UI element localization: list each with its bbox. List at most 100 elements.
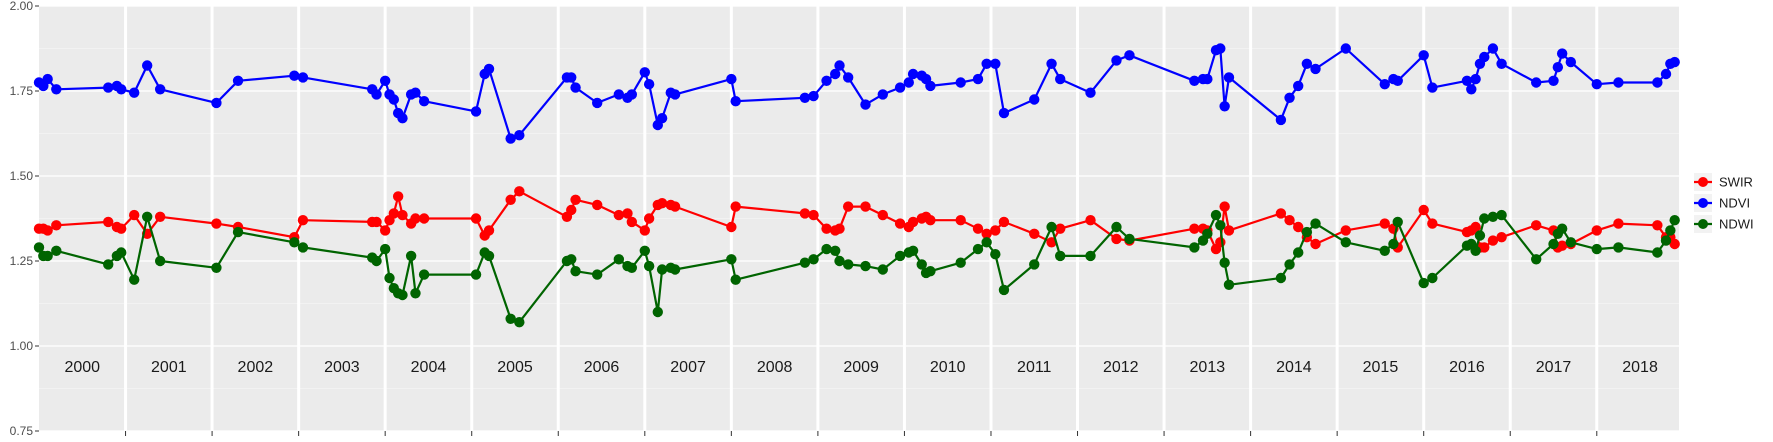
data-point-ndwi	[730, 274, 741, 285]
data-point-ndwi	[384, 272, 395, 284]
data-point-ndvi	[141, 60, 153, 71]
data-point-swir	[669, 201, 681, 212]
data-point-ndvi	[1055, 73, 1066, 85]
data-point-ndwi	[1591, 243, 1602, 255]
data-point-ndwi	[470, 269, 482, 280]
y-tick-label: 1.00	[10, 339, 34, 353]
data-point-ndwi	[514, 317, 525, 328]
legend-key-point	[1698, 219, 1708, 229]
data-point-ndwi	[116, 247, 127, 258]
data-point-ndvi	[211, 97, 222, 109]
data-point-ndvi	[1548, 75, 1559, 87]
data-point-ndvi	[730, 96, 741, 107]
data-point-ndvi	[1340, 43, 1352, 54]
data-point-ndwi	[1556, 223, 1568, 234]
data-point-ndvi	[1085, 87, 1096, 98]
data-point-swir	[860, 201, 871, 212]
data-point-swir	[392, 191, 404, 202]
data-point-ndvi	[379, 75, 391, 87]
y-tick-label: 2.00	[10, 0, 34, 13]
data-point-ndvi	[903, 77, 914, 88]
data-point-ndvi	[1487, 43, 1499, 54]
data-point-ndvi	[1046, 58, 1057, 69]
data-point-ndvi	[1189, 75, 1200, 87]
data-point-swir	[626, 216, 638, 228]
data-point-ndwi	[1029, 259, 1040, 270]
data-point-ndvi	[1202, 73, 1213, 85]
data-point-ndvi	[1461, 75, 1473, 87]
data-point-ndwi	[1565, 237, 1577, 248]
year-label: 2004	[411, 359, 447, 376]
data-point-ndwi	[1660, 235, 1672, 246]
data-point-ndwi	[1474, 230, 1486, 241]
data-point-ndwi	[652, 306, 663, 318]
data-point-ndwi	[410, 288, 421, 299]
data-point-swir	[726, 221, 737, 233]
data-point-swir	[1531, 220, 1542, 231]
data-point-swir	[639, 225, 651, 236]
data-point-ndvi	[1660, 68, 1672, 80]
data-point-ndwi	[1652, 247, 1663, 258]
data-point-ndwi	[860, 260, 871, 272]
data-point-swir	[371, 216, 382, 228]
data-point-swir	[1046, 237, 1057, 248]
data-point-ndvi	[799, 92, 811, 104]
data-point-ndwi	[1055, 250, 1066, 262]
data-point-ndwi	[626, 262, 638, 273]
data-point-swir	[834, 223, 845, 234]
data-point-swir	[925, 215, 936, 226]
data-point-ndvi	[371, 89, 382, 100]
data-point-swir	[1487, 235, 1499, 246]
data-point-ndwi	[141, 211, 153, 222]
data-point-ndvi	[566, 72, 577, 83]
data-point-swir	[1284, 215, 1295, 226]
data-point-ndwi	[613, 254, 625, 265]
data-point-ndwi	[981, 237, 992, 248]
data-point-ndvi	[1219, 101, 1230, 112]
year-label: 2011	[1017, 359, 1052, 376]
data-point-swir	[1111, 233, 1122, 245]
data-point-ndwi	[1219, 257, 1230, 268]
data-point-swir	[42, 225, 53, 236]
data-point-ndwi	[371, 255, 382, 267]
data-point-ndvi	[51, 84, 62, 95]
data-point-ndwi	[726, 254, 737, 265]
data-point-swir	[1223, 225, 1235, 236]
data-point-ndwi	[505, 313, 516, 324]
data-point-ndvi	[1496, 58, 1507, 69]
data-point-ndwi	[1210, 209, 1222, 221]
data-point-ndvi	[1591, 79, 1602, 90]
data-point-ndvi	[1284, 92, 1295, 104]
data-point-ndwi	[830, 245, 841, 256]
data-point-ndwi	[1275, 272, 1287, 284]
data-point-ndwi	[211, 262, 222, 273]
data-point-swir	[799, 208, 811, 219]
data-point-ndvi	[232, 75, 244, 87]
data-point-swir	[566, 204, 577, 216]
data-point-ndvi	[1301, 58, 1313, 69]
data-point-ndvi	[1669, 56, 1680, 68]
data-point-swir	[297, 215, 309, 226]
data-point-ndvi	[1418, 50, 1429, 61]
data-point-ndvi	[1470, 73, 1481, 85]
year-label: 2003	[324, 359, 360, 376]
data-point-swir	[388, 208, 400, 219]
data-point-swir	[877, 209, 888, 221]
data-point-ndwi	[990, 249, 1001, 260]
year-label: 2017	[1536, 359, 1572, 376]
data-point-ndwi	[669, 264, 681, 275]
data-point-ndwi	[566, 254, 577, 265]
data-point-ndvi	[397, 113, 408, 124]
data-point-swir	[972, 223, 984, 234]
data-point-ndvi	[289, 70, 300, 81]
data-point-ndwi	[154, 255, 166, 267]
data-point-ndwi	[907, 245, 919, 256]
data-point-ndwi	[33, 242, 45, 253]
data-point-ndwi	[808, 254, 819, 265]
data-point-ndwi	[1487, 211, 1499, 222]
y-axis: 0.75 1.00 1.25 1.50 1.75 2.00	[10, 0, 39, 438]
data-point-swir	[1029, 228, 1040, 239]
data-point-ndwi	[877, 264, 888, 275]
data-point-swir	[998, 216, 1010, 228]
data-point-swir	[1219, 201, 1230, 212]
